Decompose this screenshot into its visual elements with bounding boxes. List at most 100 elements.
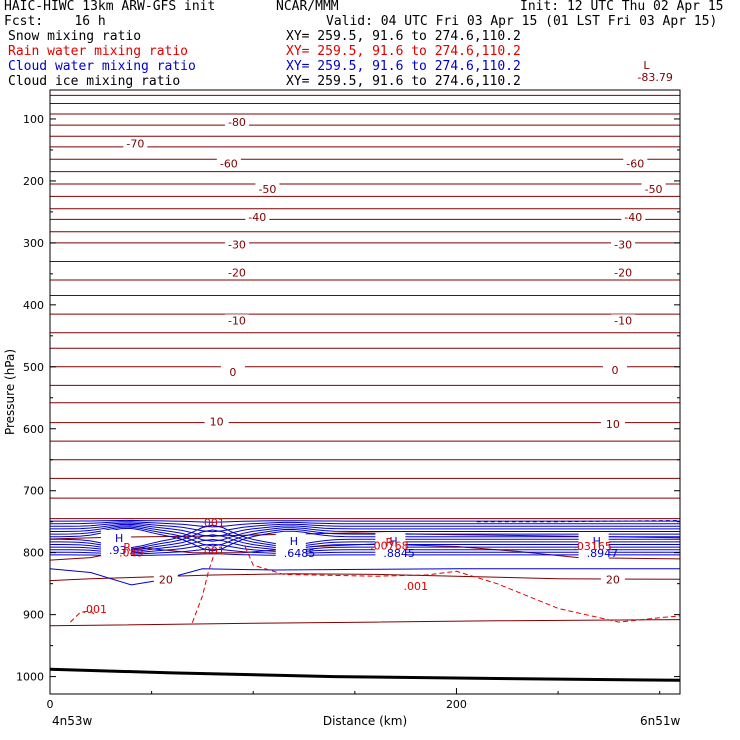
- isotherm-label-bg: [611, 238, 636, 250]
- extremum-box: [101, 529, 132, 556]
- isotherm-label: -40: [624, 211, 642, 224]
- cloud-water-contour: [50, 523, 680, 538]
- header-fcst: Fcst: 16 h: [4, 14, 106, 29]
- y-axis-title: Pressure (hPa): [3, 349, 17, 435]
- rain-water-group: [69, 546, 681, 623]
- rain-contour: [191, 552, 216, 623]
- cloud-water-contour: [50, 538, 680, 553]
- cloud-water-contour: [50, 548, 680, 555]
- high-value: .8845: [383, 547, 415, 560]
- isotherm-line: [49, 619, 681, 627]
- y-tick-label: 100: [23, 113, 44, 126]
- high-value: .93: [109, 544, 127, 557]
- y-tick-label: 800: [23, 547, 44, 560]
- isotherm-label-bg: [611, 266, 636, 278]
- high-value: .8947: [587, 547, 619, 560]
- header-valid: Valid: 04 UTC Fri 03 Apr 15 (01 LST Fri …: [326, 14, 718, 29]
- field-xy-cloud-water: XY= 259.5, 91.6 to 274.6,110.2: [286, 59, 521, 74]
- rain-label: .03165: [573, 540, 612, 553]
- isotherm-label: -10: [614, 314, 632, 327]
- x-axis-title: Distance (km): [323, 714, 407, 728]
- plot-frame: [49, 89, 681, 695]
- isotherm-label: 0: [229, 366, 236, 379]
- isotherm-label: 10: [606, 418, 620, 431]
- rain-label: .001: [82, 603, 107, 616]
- cloud-water-contour: [50, 534, 680, 551]
- rain-label: .049: [119, 546, 144, 559]
- high-value: .6485: [284, 547, 316, 560]
- isotherm-label-bg: [153, 573, 178, 585]
- cloud-water-contour: [476, 520, 681, 523]
- cloud-water-contour: [50, 543, 680, 554]
- isotherm-label: 10: [210, 415, 224, 428]
- high-marker: H: [115, 532, 123, 545]
- rain-contour: [244, 546, 681, 623]
- field-xy-rain: XY= 259.5, 91.6 to 274.6,110.2: [286, 44, 521, 59]
- y-tick-label: 200: [23, 175, 44, 188]
- high-marker: H: [290, 535, 298, 548]
- x-end-label-left: 4n53w: [52, 714, 93, 728]
- y-tick-label: 400: [23, 299, 44, 312]
- isotherm-label-bg: [600, 573, 625, 585]
- isotherm-label: -50: [645, 183, 663, 196]
- low-marker: L: [643, 59, 650, 72]
- cloud-water-group: [49, 519, 681, 586]
- isotherm-label-bg: [255, 182, 280, 194]
- rain-label: .00768: [370, 540, 409, 553]
- field-name-rain: Rain water mixing ratio: [8, 44, 189, 59]
- isotherm-label: -20: [228, 267, 246, 280]
- x-tick-label: 200: [446, 698, 467, 711]
- isotherm-label-bg: [641, 182, 666, 194]
- x-tick-label: 0: [47, 698, 54, 711]
- rain-marker: R: [123, 541, 131, 554]
- isotherm-label-bg: [224, 116, 249, 128]
- isotherm-label: -10: [228, 314, 246, 327]
- isotherm-label: -30: [228, 239, 246, 252]
- ground-surface-line: [49, 667, 681, 682]
- x-end-label-right: 6n51w: [640, 714, 681, 728]
- isotherm-label-bg: [220, 365, 245, 377]
- isotherm-label-bg: [216, 157, 241, 169]
- isotherm-label-bg: [224, 238, 249, 250]
- isotherm-label: -80: [228, 116, 246, 129]
- isotherm-label-bg: [224, 266, 249, 278]
- rain-marker: R: [386, 536, 394, 549]
- isotherm-label-bg: [224, 314, 249, 326]
- y-tick-label: 700: [23, 485, 44, 498]
- cloud-water-contour: [50, 525, 680, 542]
- header-org: NCAR/MMM: [276, 0, 339, 14]
- cloud-water-contour: [49, 568, 680, 586]
- isotherm-label: -60: [626, 158, 644, 171]
- isotherm-label: 20: [606, 573, 620, 586]
- cloud-water-contour: [50, 553, 680, 556]
- extremum-box: [375, 533, 406, 560]
- y-tick-label: 900: [23, 609, 44, 622]
- extremum-box: [629, 57, 660, 84]
- high-marker: H: [389, 535, 397, 548]
- isotherm-label: -40: [248, 211, 266, 224]
- high-marker: H: [593, 535, 601, 548]
- field-xy-cloud-ice: XY= 259.5, 91.6 to 274.6,110.2: [286, 74, 521, 89]
- y-tick-label: 500: [23, 361, 44, 374]
- cloud-water-contour: [50, 522, 680, 533]
- header-model: HAIC-HIWC 13km ARW-GFS init: [4, 0, 216, 14]
- cloud-water-contour: [50, 524, 680, 549]
- field-name-cloud-water: Cloud water mixing ratio: [8, 59, 196, 74]
- extremum-box: [578, 533, 609, 560]
- cloud-water-contour: [50, 526, 680, 547]
- low-value: -83.79: [637, 71, 672, 84]
- field-name-snow: Snow mixing ratio: [8, 29, 142, 44]
- isotherm-line: [49, 573, 681, 582]
- header-init: Init: 12 UTC Thu 02 Apr 15: [520, 0, 724, 14]
- field-xy-snow: XY= 259.5, 91.6 to 274.6,110.2: [286, 29, 521, 44]
- y-tick-label: 600: [23, 423, 44, 436]
- isotherm-label-bg: [611, 314, 636, 326]
- isotherm-label: -70: [126, 138, 144, 151]
- isotherm-label: -50: [258, 183, 276, 196]
- rain-label: .001: [200, 545, 225, 558]
- isotherm-label: 0: [611, 364, 618, 377]
- cloud-water-contour: [50, 527, 680, 552]
- isotherm-label-bg: [600, 417, 625, 429]
- field-name-cloud-ice: Cloud ice mixing ratio: [8, 74, 181, 89]
- rain-label: .001: [404, 580, 429, 593]
